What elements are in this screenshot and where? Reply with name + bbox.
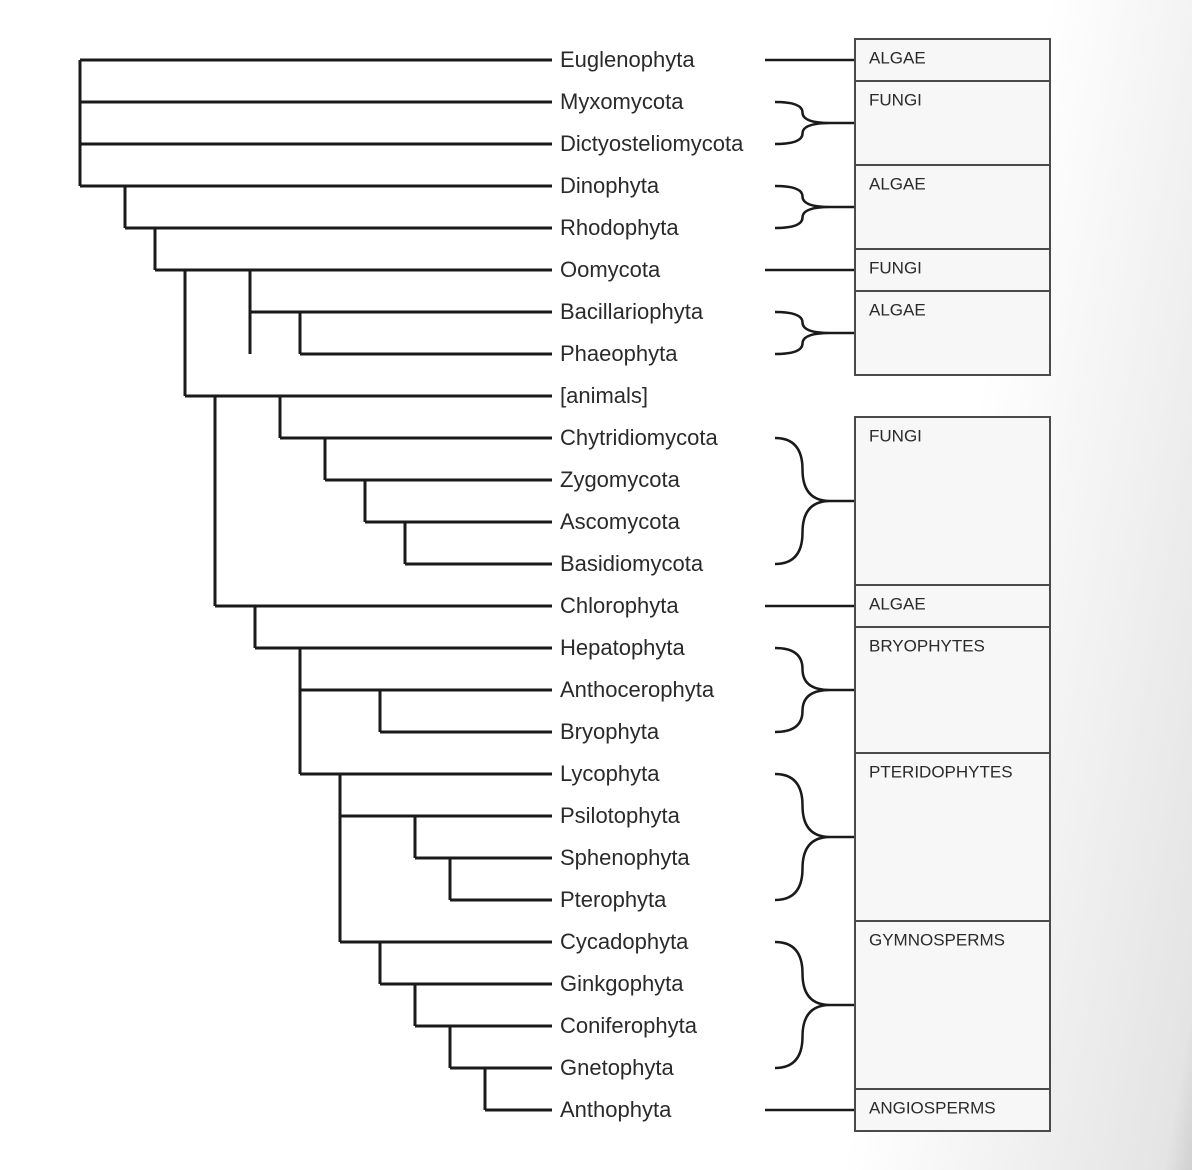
- group-label-g-angiosperms: ANGIOSPERMS: [869, 1098, 996, 1117]
- taxon-bryophyta: Bryophyta: [560, 719, 660, 744]
- taxon-psilotophyta: Psilotophyta: [560, 803, 681, 828]
- taxon-dinophyta: Dinophyta: [560, 173, 660, 198]
- taxon-bacillariophyta: Bacillariophyta: [560, 299, 704, 324]
- taxon-anthophyta: Anthophyta: [560, 1097, 672, 1122]
- taxon-gnetophyta: Gnetophyta: [560, 1055, 675, 1080]
- phylogenetic-tree: Euglenophyta Myxomycota Dictyosteliomycota…: [0, 0, 1192, 1170]
- group-label-g-algae-4: ALGAE: [869, 594, 926, 613]
- group-label-g-algae-3: ALGAE: [869, 300, 926, 319]
- taxon-oomycota: Oomycota: [560, 257, 661, 282]
- group-label-g-bryophytes: BRYOPHYTES: [869, 636, 985, 655]
- taxon-myxomycota: Myxomycota: [560, 89, 684, 114]
- taxon-lycophyta: Lycophyta: [560, 761, 660, 786]
- group-label-g-fungi-2: FUNGI: [869, 258, 922, 277]
- taxon-dictyosteliomycota: Dictyosteliomycota: [560, 131, 744, 156]
- taxon-basidiomycota: Basidiomycota: [560, 551, 704, 576]
- taxon-pterophyta: Pterophyta: [560, 887, 667, 912]
- taxon-coniferophyta: Coniferophyta: [560, 1013, 698, 1038]
- taxon-ascomycota: Ascomycota: [560, 509, 681, 534]
- taxon-rhodophyta: Rhodophyta: [560, 215, 679, 240]
- taxon-zygomycota: Zygomycota: [560, 467, 681, 492]
- group-label-g-gymnosperms: GYMNOSPERMS: [869, 930, 1005, 949]
- group-label-g-fungi-1: FUNGI: [869, 90, 922, 109]
- group-label-g-pteridophytes: PTERIDOPHYTES: [869, 762, 1013, 781]
- taxon-chytridiomycota: Chytridiomycota: [560, 425, 718, 450]
- taxon-phaeophyta: Phaeophyta: [560, 341, 678, 366]
- group-label-g-fungi-3: FUNGI: [869, 426, 922, 445]
- taxon-cycadophyta: Cycadophyta: [560, 929, 689, 954]
- taxon-ginkgophyta: Ginkgophyta: [560, 971, 684, 996]
- taxon-animals: [animals]: [560, 383, 648, 408]
- group-label-g-algae-2: ALGAE: [869, 174, 926, 193]
- taxon-sphenophyta: Sphenophyta: [560, 845, 690, 870]
- taxon-anthocerophyta: Anthocerophyta: [560, 677, 715, 702]
- taxon-hepatophyta: Hepatophyta: [560, 635, 686, 660]
- taxon-chlorophyta: Chlorophyta: [560, 593, 679, 618]
- taxon-euglenophyta: Euglenophyta: [560, 47, 695, 72]
- group-label-g-algae-1: ALGAE: [869, 48, 926, 67]
